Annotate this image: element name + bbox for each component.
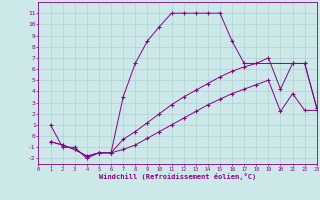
X-axis label: Windchill (Refroidissement éolien,°C): Windchill (Refroidissement éolien,°C) [99,173,256,180]
